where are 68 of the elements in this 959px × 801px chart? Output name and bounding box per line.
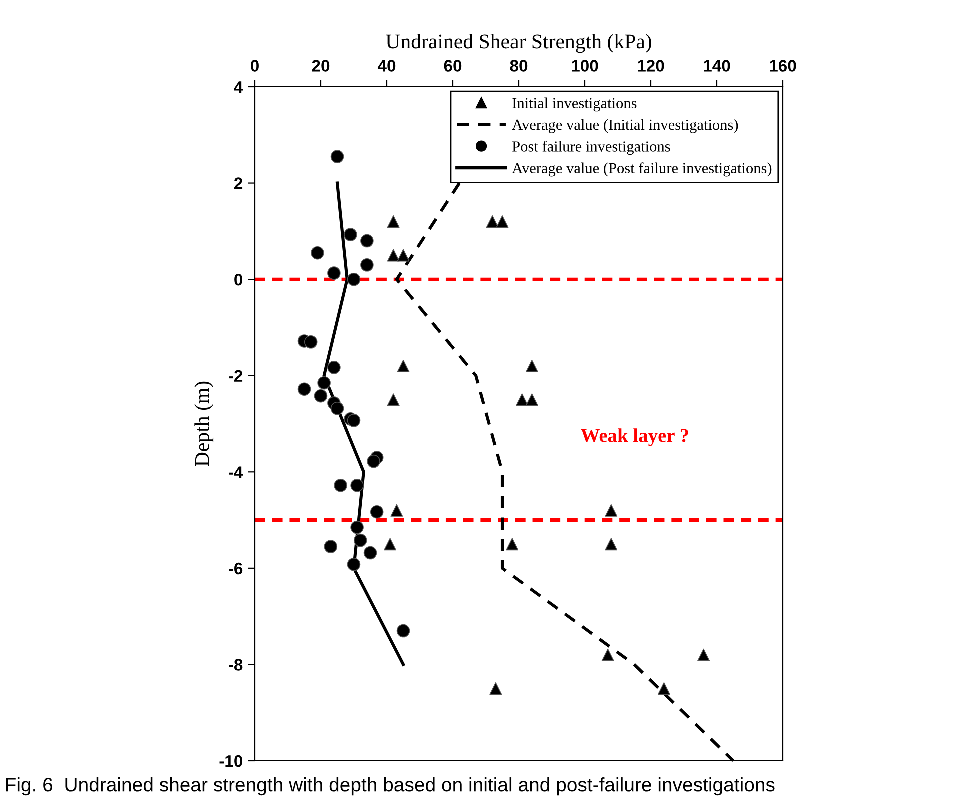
point: [324, 540, 338, 554]
point: [384, 538, 397, 551]
point: [360, 258, 374, 272]
x-tick-label: 80: [510, 60, 528, 72]
point: [347, 414, 361, 428]
x-tick-label: 120: [638, 60, 664, 72]
point: [298, 382, 312, 396]
y-tick-label: -4: [229, 466, 244, 478]
point: [328, 361, 341, 374]
point: [367, 454, 380, 468]
point: [347, 272, 361, 286]
point: [344, 228, 358, 242]
y-tick-label: 0: [234, 274, 243, 286]
y-tick-label: -6: [229, 562, 243, 575]
legend-label: Initial investigations: [512, 98, 637, 112]
point: [526, 394, 538, 406]
point: [311, 246, 324, 260]
point: [387, 394, 400, 406]
point: [330, 150, 344, 164]
y-tick-label: 2: [234, 178, 243, 190]
x-tick-label: 60: [444, 60, 462, 72]
y-tick-label: 4: [234, 82, 244, 94]
x-tick-label: 160: [770, 60, 796, 72]
point: [334, 478, 348, 492]
point: [360, 234, 374, 248]
point: [318, 376, 331, 390]
x-tick-label: 100: [572, 60, 598, 72]
point: [605, 504, 618, 517]
point: [486, 216, 499, 228]
point: [350, 520, 364, 534]
point: [328, 266, 341, 280]
point: [387, 249, 400, 262]
point: [314, 389, 328, 403]
point: [490, 682, 502, 696]
legend-label: Average value (Post failure investigations): [512, 162, 772, 177]
point: [350, 478, 364, 492]
point: [330, 402, 344, 416]
y-tick-label: -2: [229, 370, 243, 382]
annotation: Weak layer ?: [581, 428, 688, 446]
x-tick-label: 40: [378, 60, 396, 72]
point: [347, 558, 361, 572]
point: [496, 216, 509, 228]
point: [354, 534, 368, 548]
point: [387, 216, 400, 228]
point: [506, 538, 519, 551]
point: [658, 682, 670, 696]
point: [526, 360, 538, 372]
point: [605, 538, 618, 551]
x-axis-title: Undrained Shear Strength (kPa): [386, 34, 652, 54]
y-axis-title: Depth (m): [194, 382, 214, 466]
point: [364, 546, 378, 560]
y-tick-label: -8: [229, 659, 243, 671]
point: [390, 504, 404, 517]
x-tick-label: 20: [312, 60, 330, 72]
caption: Fig. 6 Undrained shear strength with depth based on initial and post-failure investigations: [6, 778, 775, 796]
point: [698, 648, 710, 662]
y-tick-label: -10: [220, 755, 243, 768]
point: [370, 505, 384, 519]
x-tick-label: 0: [251, 60, 259, 72]
point: [397, 360, 410, 372]
point: [304, 336, 318, 349]
legend-label: Post failure investigations: [512, 140, 670, 156]
point: [516, 394, 529, 406]
point: [397, 249, 410, 262]
point: [602, 648, 614, 662]
point: [396, 624, 410, 638]
x-tick-label: 140: [704, 60, 730, 72]
legend-label: Average value (Initial investigations): [512, 119, 738, 134]
